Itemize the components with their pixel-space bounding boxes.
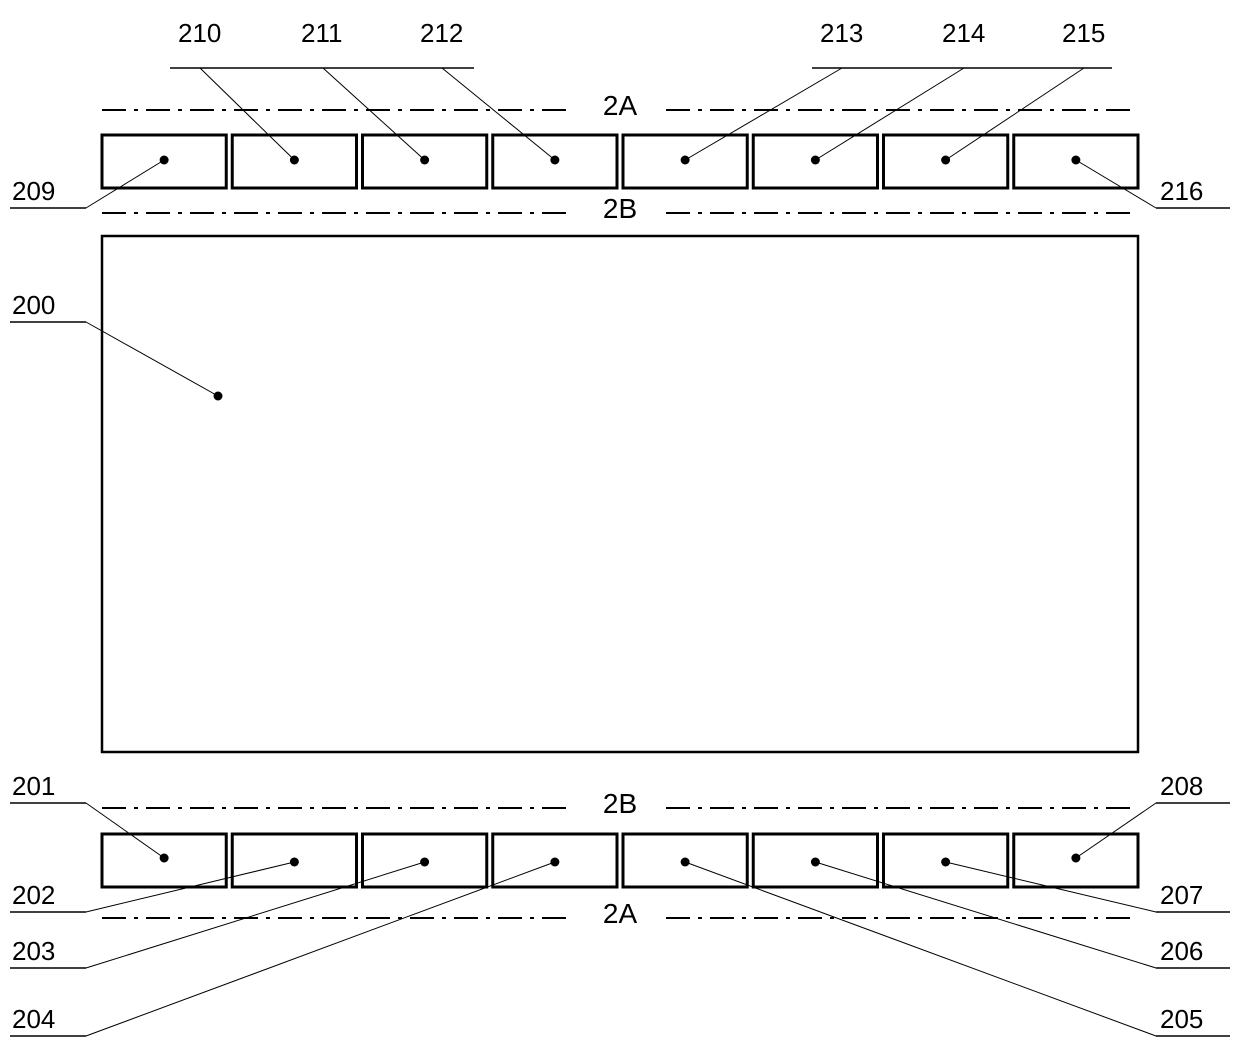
section-label: 2A: [603, 898, 638, 929]
leader-dot: [941, 156, 950, 165]
ref-211: 211: [301, 18, 342, 48]
section-label: 2A: [603, 90, 638, 121]
ref-214: 214: [942, 18, 985, 48]
leader-dot: [1071, 156, 1080, 165]
leader-dot: [290, 858, 299, 867]
leader-dot: [420, 156, 429, 165]
ref-204: 204: [12, 1004, 55, 1034]
ref-215: 215: [1062, 18, 1105, 48]
leader-dot: [811, 156, 820, 165]
leader-dot: [420, 858, 429, 867]
leader-dot: [681, 858, 690, 867]
section-label: 2B: [603, 193, 637, 224]
ref-208: 208: [1160, 771, 1203, 801]
ref-200: 200: [12, 290, 55, 320]
leader-dot: [1071, 854, 1080, 863]
ref-201: 201: [12, 771, 55, 801]
leader-dot: [290, 156, 299, 165]
ref-202: 202: [12, 880, 55, 910]
leader-dot: [941, 858, 950, 867]
ref-205: 205: [1160, 1004, 1203, 1034]
leader-dot: [550, 858, 559, 867]
ref-212: 212: [420, 18, 463, 48]
ref-213: 213: [820, 18, 863, 48]
ref-207: 207: [1160, 880, 1203, 910]
section-label: 2B: [603, 788, 637, 819]
leader-dot: [160, 854, 169, 863]
ref-203: 203: [12, 936, 55, 966]
ref-210: 210: [178, 18, 221, 48]
leader-dot: [811, 858, 820, 867]
ref-216: 216: [1160, 176, 1203, 206]
leader-dot: [214, 392, 223, 401]
ref-206: 206: [1160, 936, 1203, 966]
leader-dot: [160, 156, 169, 165]
leader-dot: [550, 156, 559, 165]
leader-dot: [681, 156, 690, 165]
part-200: [102, 236, 1138, 752]
ref-209: 209: [12, 176, 55, 206]
